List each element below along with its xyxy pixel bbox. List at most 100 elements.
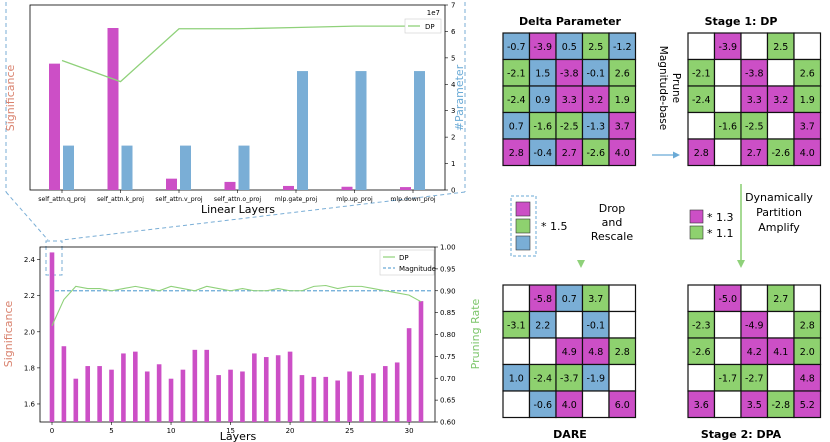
grid-cell: [713, 138, 742, 167]
grid-cell-value: 3.7: [588, 294, 603, 305]
top-parameter-bar: [121, 145, 133, 190]
bottom-significance-bar: [287, 351, 293, 422]
grid-cell: [608, 111, 637, 140]
bottom-significance-bar: [228, 369, 233, 422]
grid-cell: [555, 85, 584, 114]
bottom-significance-bar: [121, 353, 126, 422]
grid-cell: [502, 310, 531, 339]
bottom-right-tick-label: 1.00: [440, 244, 456, 252]
grid-cell: [687, 284, 716, 313]
grid-cell: [528, 363, 557, 392]
grid-cell-value: -1.3: [586, 121, 605, 132]
title-dare: DARE: [553, 428, 587, 441]
grid-cell-value: -3.8: [745, 68, 764, 79]
bottom-right-tick-label: 0.90: [440, 287, 456, 295]
grid-cell-value: -2.4: [507, 95, 526, 106]
drop-label-2: and: [602, 216, 623, 229]
dare-legend-green: [515, 218, 531, 234]
grid-cell-value: -0.7: [507, 42, 526, 53]
top-right-tick-label: 4: [451, 81, 456, 89]
grid-cell-value: -2.5: [745, 121, 764, 132]
dpa-diagram: Delta Parameter Stage 1: DP DARE Stage 2…: [502, 15, 822, 441]
grid-cell: [766, 58, 795, 87]
grid-cell: [766, 390, 795, 419]
bottom-significance-bar: [347, 371, 352, 422]
grid-cell-value: 4.8: [800, 373, 815, 384]
dare-legend: * 1.5: [510, 195, 568, 257]
bottom-significance-bar: [406, 328, 412, 422]
top-legend: DP: [404, 18, 442, 34]
grid-cell-value: -2.6: [692, 347, 711, 358]
grid-delta: -0.7 -3.9 0.5 2.5 -1.2 -2.1 1.5 -3.8 -0.1 2.6 -2.4…: [502, 32, 637, 167]
grid-cell: [608, 284, 637, 313]
bottom-x-tick-label: 10: [167, 427, 176, 435]
bottom-right-ticks: 0.60 0.65 0.70 0.75 0.80 0.85 0.90 0.95 1.00: [435, 244, 456, 427]
dpa-label-1: Dynamically: [745, 191, 813, 204]
top-x-tick-label: mlp.gate_proj: [275, 196, 318, 203]
bottom-significance-bar: [382, 366, 388, 422]
bottom-bars: [49, 252, 424, 422]
top-parameter-bar: [238, 145, 250, 190]
grid-cell-value: 4.9: [562, 347, 577, 358]
grid-cell-value: -3.8: [560, 68, 579, 79]
grid-cell-value: -2.4: [692, 95, 711, 106]
grid-cell-value: 4.0: [562, 400, 577, 411]
grid-cell: [740, 390, 769, 419]
top-right-tick-label: 5: [451, 54, 455, 62]
bottom-significance-bar: [252, 353, 257, 422]
grid-cell: [766, 138, 795, 167]
grid-cell: [608, 363, 637, 392]
grid-cell: [793, 363, 822, 392]
bottom-significance-bar: [323, 376, 329, 422]
bottom-significance-bar: [263, 357, 269, 422]
top-parameter-bar: [180, 145, 191, 190]
top-x-tick-label: self_attn.o_proj: [214, 196, 262, 203]
grid-cell-value: 2.7: [773, 294, 788, 305]
drop-label-3: Rescale: [591, 230, 633, 243]
grid-cell-value: 2.7: [562, 148, 577, 159]
grid-stage1: -3.9 2.5 -2.1 -3.8 2.6 -2.4 3.3 3.2 1.9 -1.6 -2.5 3…: [687, 32, 822, 167]
grid-cell: [687, 138, 716, 167]
grid-cell: [502, 390, 531, 419]
top-parameter-bar: [414, 71, 425, 190]
dare-legend-magenta: [515, 201, 531, 217]
bottom-dp-line: [51, 284, 422, 326]
grid-cell: [740, 310, 769, 339]
grid-stage2: -5.0 2.7 -2.3 -4.9 2.8 -2.6 4.2 4.1 2.0 -1.7 -2.7 4…: [687, 284, 822, 419]
grid-cell-value: -3.9: [718, 42, 737, 53]
top-x-ticks: self_attn.q_proj self_attn.k_proj self_att…: [38, 190, 436, 203]
grid-cell: [687, 58, 716, 87]
bottom-right-tick-label: 0.70: [440, 375, 456, 383]
bottom-xlabel: Layers: [220, 430, 257, 442]
grid-cell: [713, 111, 742, 140]
grid-cell-value: 2.6: [615, 68, 630, 79]
grid-cell-value: 4.1: [773, 347, 788, 358]
arrow-drop: [577, 184, 585, 268]
grid-cell: [740, 363, 769, 392]
grid-cell-value: 3.6: [694, 400, 709, 411]
grid-cell-value: 1.5: [535, 68, 550, 79]
top-dp-line: [61, 25, 413, 83]
grid-cell-value: -2.7: [745, 373, 764, 384]
grid-cell: [528, 58, 557, 87]
grid-cell: [581, 390, 610, 419]
grid-cell: [713, 58, 742, 87]
bottom-left-tick-label: 2.0: [24, 328, 35, 336]
bottom-significance-bar: [49, 252, 55, 422]
top-right-tick-label: 1: [451, 160, 455, 168]
zoom-connector: [5, 2, 466, 276]
grid-cell: [687, 390, 716, 419]
grid-cell-value: 6.0: [615, 400, 630, 411]
bottom-right-tick-label: 0.95: [440, 265, 456, 273]
grid-cell-value: -0.1: [586, 68, 605, 79]
grid-cell-value: -2.8: [771, 400, 790, 411]
top-bars: [49, 28, 425, 190]
grid-cell: [713, 310, 742, 339]
top-legend-dp: DP: [425, 23, 435, 31]
grid-cell-value: 0.7: [509, 121, 524, 132]
bottom-significance-bar: [240, 371, 245, 422]
bottom-significance-bar: [85, 366, 91, 422]
bottom-significance-bar: [133, 351, 138, 422]
grid-cell-value: 2.0: [800, 347, 815, 358]
grid-cell-value: 4.2: [747, 347, 762, 358]
